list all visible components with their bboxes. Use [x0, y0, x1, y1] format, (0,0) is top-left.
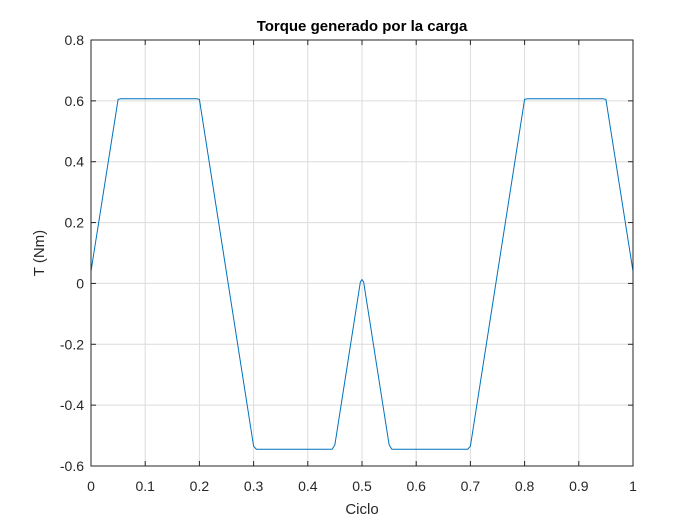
x-tick-label: 0.5	[352, 478, 372, 494]
y-tick-label: 0.6	[65, 93, 85, 109]
y-tick-label: -0.4	[60, 397, 84, 413]
x-tick-label: 0.3	[244, 478, 264, 494]
x-tick-label: 1	[629, 478, 637, 494]
y-tick-label: -0.6	[60, 458, 84, 474]
y-tick-label: 0.4	[65, 154, 85, 170]
y-tick-label: -0.2	[60, 336, 84, 352]
ticks: 0 0.1 0.2 0.3 0.4 0.5 0.6 0.7 0.8 0.9 1 -0.6 -0.4 -0.…	[60, 32, 637, 494]
x-tick-label: 0.1	[135, 478, 155, 494]
series-layer	[90, 98, 634, 450]
chart-title: Torque generado por la carga	[257, 18, 468, 35]
y-tick-label: 0.2	[65, 215, 85, 231]
x-axis-label: Ciclo	[345, 501, 378, 518]
x-tick-label: 0.9	[569, 478, 589, 494]
y-tick-label: 0.8	[65, 32, 85, 48]
x-tick-label: 0.2	[190, 478, 210, 494]
series-line	[90, 98, 634, 450]
x-tick-label: 0.4	[298, 478, 318, 494]
x-tick-label: 0	[87, 478, 95, 494]
y-axis-label: T (Nm)	[31, 230, 48, 276]
x-tick-label: 0.8	[515, 478, 535, 494]
x-tick-label: 0.6	[406, 478, 426, 494]
x-tick-label: 0.7	[461, 478, 481, 494]
y-tick-label: 0	[76, 275, 84, 291]
